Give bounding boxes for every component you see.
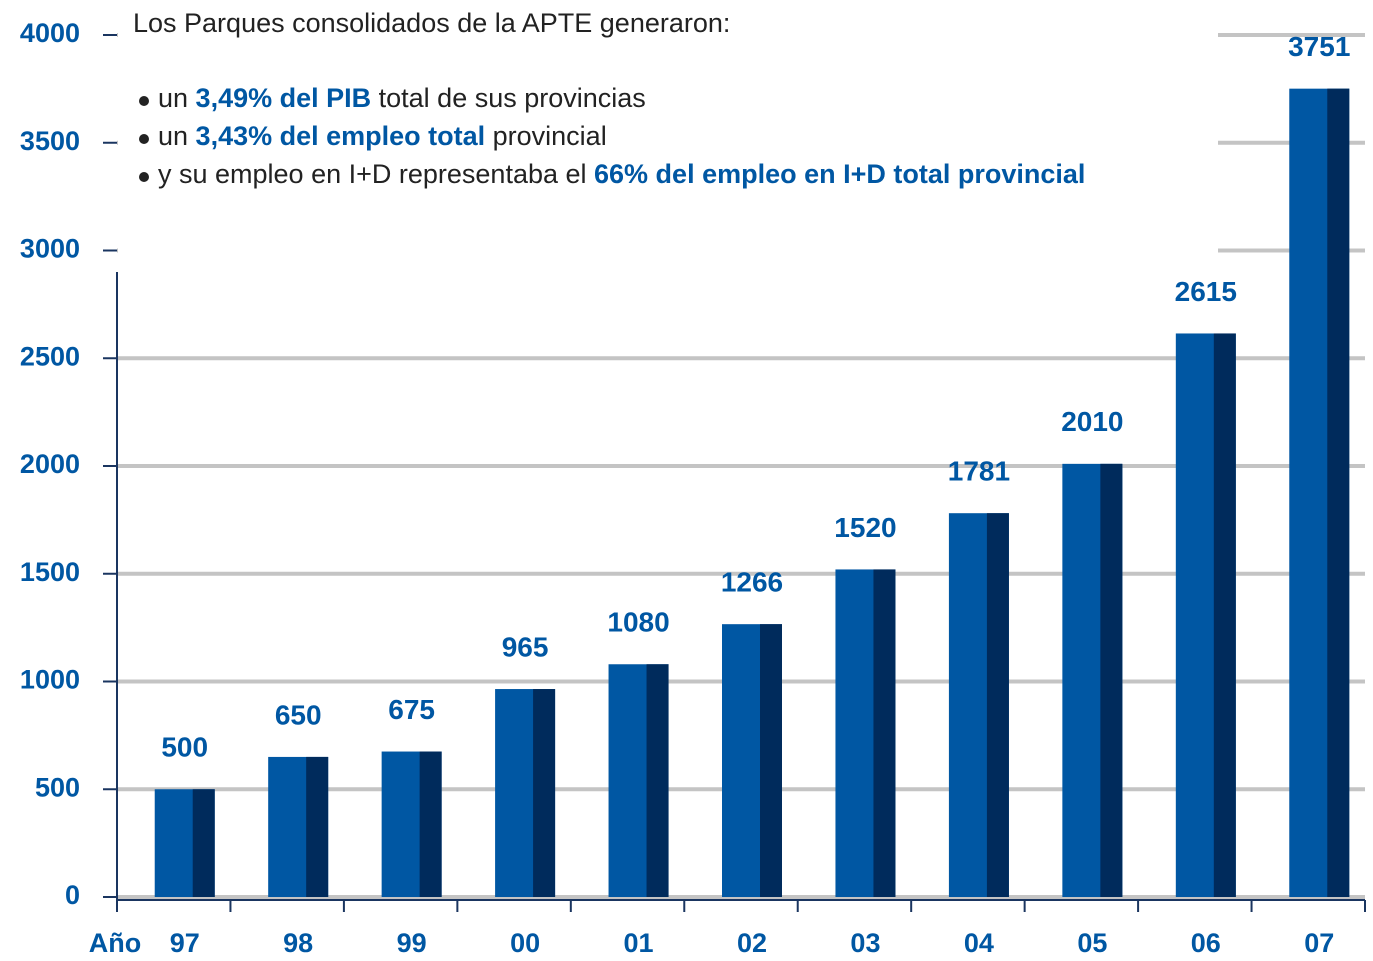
note-line: y su empleo en I+D representaba el 66% d… — [158, 159, 1085, 189]
x-tick-label: 07 — [1304, 928, 1334, 958]
y-tick-label: 2000 — [20, 449, 80, 479]
bullet — [139, 96, 149, 106]
bar-shade — [306, 756, 329, 897]
note-part: y su empleo en I+D representaba el — [158, 159, 594, 189]
x-tick-label: 06 — [1191, 928, 1221, 958]
bar-shade — [646, 664, 669, 897]
value-label: 1520 — [834, 512, 896, 543]
bar-shade — [1327, 88, 1350, 898]
value-label: 965 — [502, 631, 549, 662]
value-label: 2615 — [1175, 276, 1237, 307]
value-label: 675 — [388, 694, 435, 725]
value-label: 500 — [161, 732, 208, 763]
x-tick-label: 98 — [283, 928, 313, 958]
x-tick-label: 99 — [397, 928, 427, 958]
note-line: un 3,43% del empleo total provincial — [158, 121, 607, 151]
y-tick-label: 3000 — [20, 234, 80, 264]
note-part: 3,49% del PIB — [196, 83, 372, 113]
x-tick-label: 04 — [964, 928, 994, 958]
y-tick-label: 2500 — [20, 341, 80, 371]
value-label: 650 — [275, 699, 322, 730]
bar-shade — [1213, 333, 1236, 897]
x-tick-label: 02 — [737, 928, 767, 958]
y-tick-label: 1000 — [20, 665, 80, 695]
bar-shade — [873, 569, 896, 897]
note-part: provincial — [485, 121, 607, 151]
bar-shade — [419, 751, 442, 897]
y-tick-label: 500 — [35, 772, 80, 802]
y-tick-label: 1500 — [20, 557, 80, 587]
note-line: un 3,49% del PIB total de sus provincias — [158, 83, 646, 113]
x-tick-label: 00 — [510, 928, 540, 958]
value-label: 3751 — [1288, 31, 1350, 62]
note-part: un — [158, 83, 196, 113]
bullet — [139, 172, 149, 182]
bars — [154, 88, 1350, 898]
note-part: total de sus provincias — [371, 83, 646, 113]
y-tick-label: 0 — [65, 880, 80, 910]
note-background — [118, 0, 1218, 272]
note-intro: Los Parques consolidados de la APTE gene… — [133, 8, 730, 38]
value-label: 1266 — [721, 567, 783, 598]
x-tick-label: 97 — [170, 928, 200, 958]
y-tick-label: 3500 — [20, 126, 80, 156]
note-part: un — [158, 121, 196, 151]
note-part: 3,43% del empleo total — [196, 121, 486, 151]
bar-shade — [192, 789, 215, 897]
bar-shade — [1100, 463, 1123, 897]
value-label: 1781 — [948, 456, 1010, 487]
note-part: 66% del empleo en I+D total provincial — [594, 159, 1085, 189]
x-tick-label: 05 — [1077, 928, 1107, 958]
bar-shade — [986, 513, 1009, 897]
x-axis-label: Año — [89, 928, 141, 958]
bar-shade — [533, 689, 556, 897]
value-label: 2010 — [1061, 406, 1123, 437]
bullet — [139, 134, 149, 144]
x-tick-label: 01 — [624, 928, 654, 958]
bar-shade — [760, 624, 782, 897]
note: un 3,49% del PIB total de sus provincias… — [139, 83, 1085, 189]
y-tick-label: 4000 — [20, 18, 80, 48]
x-tick-label: 03 — [850, 928, 880, 958]
value-label: 1080 — [607, 607, 669, 638]
